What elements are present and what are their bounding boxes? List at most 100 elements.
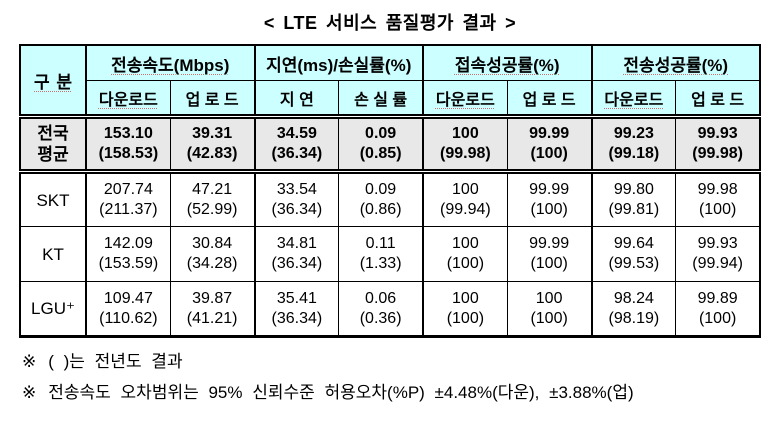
cell-current-value: 47.21 [192,181,233,198]
header-connect-success: 접속성공률(%) [422,44,592,81]
cell-previous-value: (99.18) [608,145,660,162]
cell-current-value: 0.09 [365,125,397,142]
data-cell: 109.47 (110.62) [84,281,171,337]
header-transfer-success: 전송성공률(%) [590,44,761,81]
cell-current-value: 99.98 [697,181,738,198]
data-cell: 99.64 (99.53) [590,226,677,282]
data-cell: 99.98 (100) [675,171,761,227]
cell-previous-value: (0.86) [359,201,402,218]
cell-previous-value: (36.34) [271,201,323,218]
data-cell: 0.06 (0.36) [338,281,424,337]
data-cell: 39.87 (41.21) [169,281,256,337]
cell-previous-value: (99.98) [692,145,743,162]
data-cell: 99.99 (100) [506,226,593,282]
cell-current-value: 30.84 [192,235,233,252]
cell-previous-value: (99.53) [608,255,660,272]
cell-current-value: 142.09 [103,235,153,252]
cell-previous-value: (36.34) [271,145,323,162]
cell-current-value: 99.80 [613,181,654,198]
table-row-skt: SKT 207.74 (211.37) 47.21 (52.99) 33.54 (36… [19,171,761,227]
cell-previous-value: (98.19) [608,309,660,327]
data-cell: 99.93 (99.98) [675,116,761,174]
page-title: < LTE 서비스 품질평가 결과 > [263,13,517,33]
data-cell: 142.09 (153.59) [84,226,171,282]
footnote: ※ ( )는 전년도 결과 [22,351,780,373]
cell-current-value: 100 [535,289,563,307]
subheader-connect-upload: 업 로 드 [506,80,593,119]
data-cell: 33.54 (36.34) [253,171,340,227]
subheader-loss: 손 실 률 [338,80,424,119]
header-sub-row: 다운로드 업 로 드 지 연 손 실 률 다운로드 업 로 드 다운로드 업 로… [20,80,761,119]
data-cell: 153.10 (158.53) [84,116,171,174]
cell-previous-value: (41.21) [186,309,238,327]
header-latency-loss: 지연(ms)/손실률(%) [253,44,424,81]
row-label: SKT [19,171,87,227]
data-cell: 39.31 (42.83) [169,116,256,174]
cell-current-value: 99.93 [697,125,738,142]
cell-current-value: 33.54 [276,181,317,198]
cell-previous-value: (1.33) [359,255,402,272]
cell-previous-value: (100) [530,145,568,162]
data-cell: 99.99 (100) [506,116,593,174]
row-label: LGU⁺ [19,281,87,337]
cell-previous-value: (158.53) [98,145,159,162]
cell-current-value: 153.10 [103,125,153,142]
data-cell: 34.59 (36.34) [253,116,340,174]
cell-previous-value: (99.81) [608,201,660,218]
data-cell: 47.21 (52.99) [169,171,256,227]
data-cell: 100 (99.98) [421,116,508,174]
cell-current-value: 100 [452,125,479,142]
cell-current-value: 39.31 [192,125,233,142]
cell-previous-value: (100) [446,309,485,327]
cell-previous-value: (99.98) [440,145,491,162]
data-cell: 99.99 (100) [506,171,593,227]
cell-current-value: 99.99 [529,235,570,252]
cell-current-value: 207.74 [103,181,153,198]
cell-previous-value: (100) [446,255,485,272]
cell-current-value: 99.23 [613,125,654,142]
data-cell: 98.24 (98.19) [590,281,677,337]
cell-current-value: 0.11 [365,235,396,252]
footnote-marker: ※ [22,383,37,402]
cell-previous-value: (100) [698,309,737,327]
subheader-speed-download: 다운로드 [84,80,171,119]
header-category: 구 분 [19,44,87,119]
data-cell: 30.84 (34.28) [169,226,256,282]
cell-current-value: 100 [452,289,479,307]
table-row-national: 전국 평균 153.10 (158.53) 39.31 (42.83) 34.59 (… [19,116,761,174]
subheader-latency: 지 연 [253,80,340,119]
subheader-transfer-download: 다운로드 [590,80,677,119]
cell-current-value: 100 [452,235,479,252]
subheader-transfer-upload: 업 로 드 [675,80,761,119]
cell-current-value: 0.06 [365,289,397,307]
cell-current-value: 39.87 [192,289,233,307]
cell-previous-value: (0.36) [359,309,402,327]
row-label: 전국 평균 [19,116,87,174]
cell-previous-value: (100) [530,309,568,327]
cell-previous-value: (36.34) [271,255,323,272]
cell-previous-value: (100) [530,255,568,272]
data-cell: 35.41 (36.34) [253,281,340,337]
data-cell: 0.11 (1.33) [338,226,424,282]
data-cell: 99.93 (99.94) [675,226,761,282]
data-cell: 207.74 (211.37) [84,171,171,227]
cell-current-value: 35.41 [276,289,317,307]
subheader-speed-upload: 업 로 드 [169,80,256,119]
cell-current-value: 99.89 [697,289,738,307]
data-cell: 100 (99.94) [421,171,508,227]
cell-current-value: 109.47 [103,289,153,307]
header-category-label: 구 분 [34,72,72,92]
header-group-row: 구 분 전송속도(Mbps) 지연(ms)/손실률(%) 접속성공률(%) 전송… [19,44,761,119]
cell-current-value: 98.24 [613,289,654,307]
footnote-text: ( )는 전년도 결과 [48,352,183,371]
subheader-connect-download: 다운로드 [421,80,508,119]
cell-previous-value: (100) [530,201,568,218]
results-table: 구 분 전송속도(Mbps) 지연(ms)/손실률(%) 접속성공률(%) 전송… [19,44,761,338]
cell-previous-value: (99.94) [440,201,491,218]
cell-previous-value: (34.28) [186,255,238,272]
cell-current-value: 34.81 [276,235,317,252]
cell-previous-value: (211.37) [99,201,158,218]
cell-previous-value: (42.83) [186,145,238,162]
footnote-marker: ※ [22,352,37,371]
footnote-text: 전송속도 오차범위는 95% 신뢰수준 허용오차(%P) ±4.48%(다운),… [48,383,634,402]
